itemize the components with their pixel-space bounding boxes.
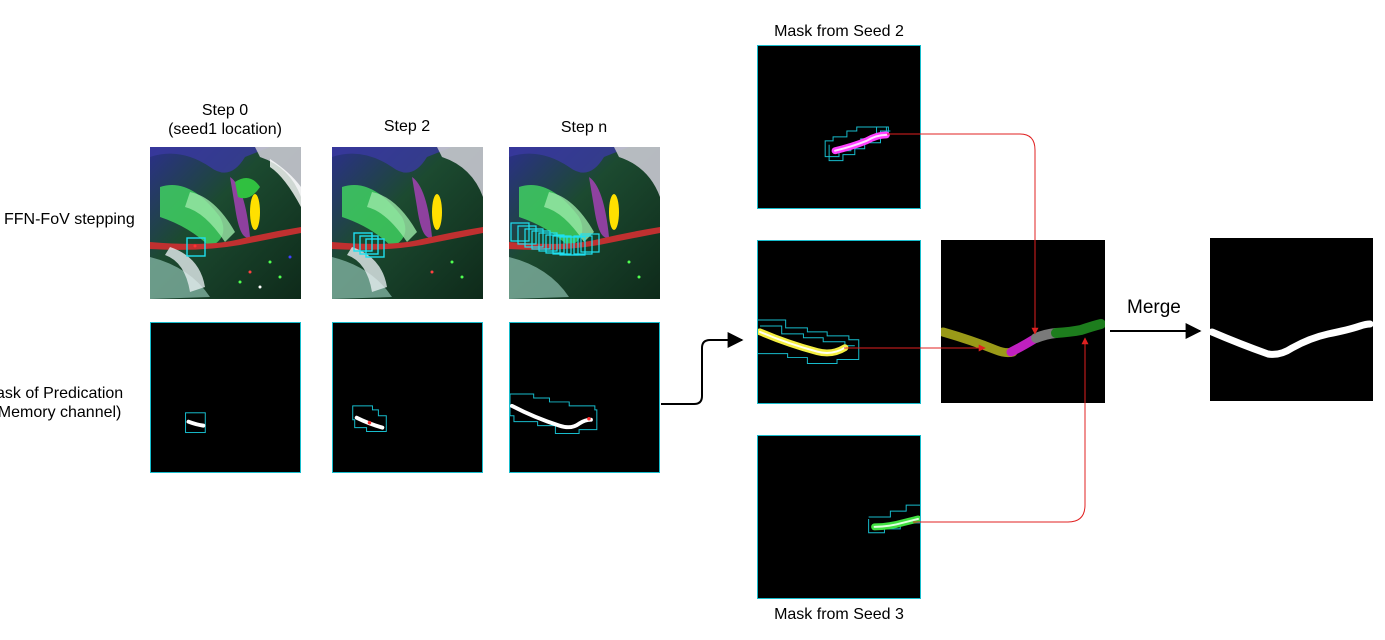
row-label-mask-line2: Memory channel) — [0, 404, 122, 421]
fov-image-step0 — [150, 147, 301, 299]
mask-panel-stepn-graphic — [510, 393, 598, 435]
seed3-mask-panel — [757, 435, 921, 599]
mask-panel-step2 — [332, 322, 483, 473]
step0-title: Step 0 (seed1 location) — [150, 101, 300, 139]
seed2-mask-graphic — [824, 126, 891, 162]
merge-label: Merge — [1127, 297, 1181, 318]
seed2-mask-title: Mask from Seed 2 — [774, 23, 904, 40]
segment-seed3 — [1051, 319, 1105, 338]
row-label-mask-line1: ask of Predication — [0, 385, 124, 402]
fov-image-stepn — [509, 147, 660, 299]
seed2-mask-panel — [757, 45, 921, 209]
stepn-to-seed1-arrow — [661, 332, 744, 405]
row-label-mask: ask of Predication Memory channel) — [0, 384, 123, 422]
seed1-mask-panel — [757, 240, 921, 404]
step0-title-line1: Step 0 — [201, 102, 249, 119]
fov-image-stepn-graphic — [509, 147, 660, 299]
seed3-mask-graphic — [868, 504, 920, 534]
step2-title: Step 2 — [383, 118, 431, 135]
seed3-mask-title: Mask from Seed 3 — [774, 606, 904, 623]
mask-panel-stepn — [509, 322, 660, 473]
mask-panel-step0 — [150, 322, 301, 473]
merged-result-panel — [1210, 238, 1373, 401]
row-label-ffn-fov: FFN-FoV stepping — [4, 211, 135, 228]
stepn-title: Step n — [560, 119, 608, 136]
mask-panel-step2-graphic — [352, 405, 387, 433]
mask-panel-step0-graphic — [185, 412, 206, 434]
step0-title-line2: (seed1 location) — [168, 121, 282, 138]
fov-image-step0-graphic — [150, 147, 301, 299]
merged-result-graphic — [1210, 320, 1373, 358]
combined-segments-graphic — [941, 319, 1105, 358]
combined-segments-panel — [941, 240, 1105, 403]
fov-image-step2 — [332, 147, 483, 299]
seed1-mask-graphic — [758, 319, 860, 364]
fov-image-step2-graphic — [332, 147, 483, 299]
segment-seed1 — [941, 327, 1018, 358]
